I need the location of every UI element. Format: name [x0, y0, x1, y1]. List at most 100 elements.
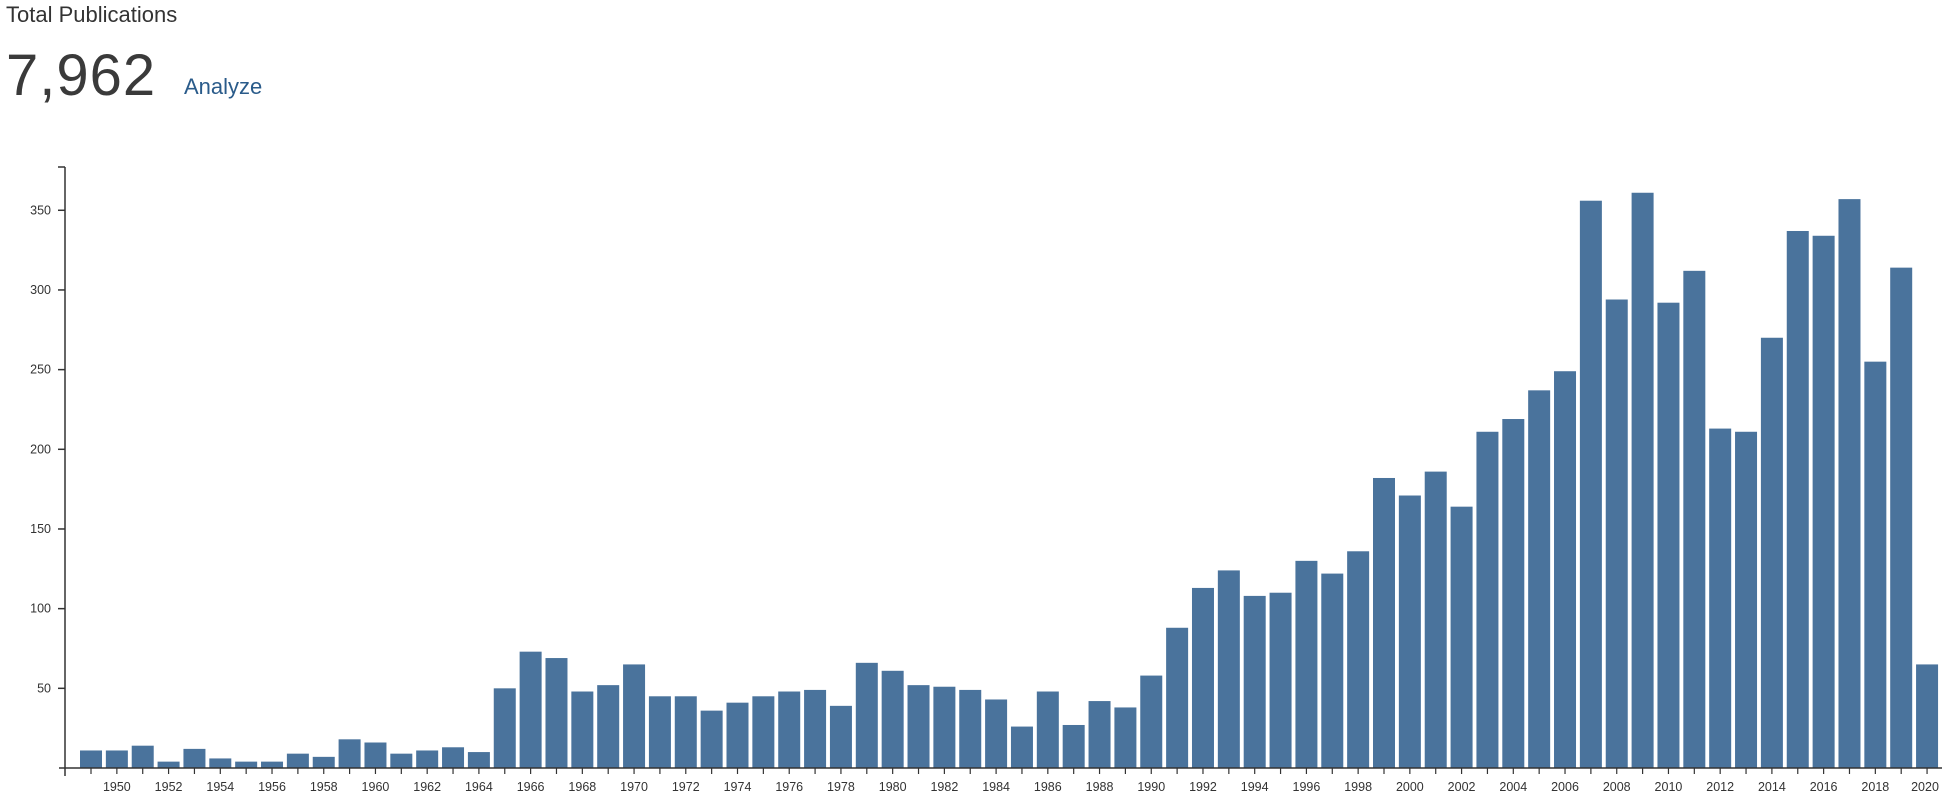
total-count: 7,962: [6, 43, 157, 108]
x-tick-label: 1992: [1189, 780, 1217, 794]
bar-2019[interactable]: 2019: 314: [1890, 267, 1913, 768]
bar-1991[interactable]: 1991: 88: [1166, 627, 1189, 768]
bar-2016[interactable]: 2016: 334: [1812, 235, 1835, 768]
x-tick-label: 1976: [775, 780, 803, 794]
analyze-link[interactable]: Analyze: [184, 74, 263, 99]
bar-1982[interactable]: 1982: 51: [933, 686, 956, 768]
bar-1958[interactable]: 1958: 7: [312, 756, 335, 768]
bar-1986[interactable]: 1986: 48: [1036, 691, 1059, 768]
bar-1952[interactable]: 1952: 4: [157, 761, 180, 768]
bar-1949[interactable]: 1949: 11: [80, 750, 102, 768]
bar-1957[interactable]: 1957: 9: [286, 753, 309, 768]
bar-1993[interactable]: 1993: 124: [1217, 570, 1240, 768]
bar-1955[interactable]: 1955: 4: [235, 761, 258, 768]
bar-2001[interactable]: 2001: 186: [1424, 471, 1447, 768]
bar-1975[interactable]: 1975: 45: [752, 696, 775, 768]
bar-1978[interactable]: 1978: 39: [829, 705, 852, 768]
y-axis: 50 100 150 200 250 300 350: [30, 166, 66, 768]
bar-1984[interactable]: 1984: 43: [985, 699, 1008, 768]
x-tick-label: 1978: [827, 780, 855, 794]
bar-1997[interactable]: 1997: 122: [1321, 573, 1344, 768]
page-title: Total Publications: [6, 2, 178, 27]
bar-2002[interactable]: 2002: 164: [1450, 506, 1473, 768]
bar-2004[interactable]: 2004: 219: [1502, 419, 1525, 768]
x-tick-label: 2000: [1396, 780, 1424, 794]
bar-1999[interactable]: 1999: 182: [1373, 477, 1395, 768]
bar-1954[interactable]: 1954: 6: [209, 758, 232, 768]
bar-2015[interactable]: 2015: 337: [1786, 230, 1809, 769]
bar-1967[interactable]: 1967: 69: [545, 658, 568, 768]
bar-1973[interactable]: 1973: 36: [700, 710, 723, 768]
x-tick-label: 1952: [155, 780, 183, 794]
x-tick-label: 1962: [413, 780, 441, 794]
bar-1953[interactable]: 1953: 12: [183, 748, 206, 768]
bar-2011[interactable]: 2011: 312: [1683, 270, 1706, 768]
bar-2014[interactable]: 2014: 270: [1760, 337, 1783, 768]
x-tick-label: 1958: [310, 780, 338, 794]
bar-2018[interactable]: 2018: 255: [1864, 361, 1887, 768]
x-tick-label: 1966: [517, 780, 545, 794]
bar-1969[interactable]: 1969: 52: [597, 685, 620, 768]
bar-1962[interactable]: 1962: 11: [416, 750, 439, 768]
bar-2012[interactable]: 2012: 213: [1709, 428, 1732, 768]
x-tick-label: 1982: [930, 780, 958, 794]
bar-1987[interactable]: 1987: 27: [1062, 724, 1085, 768]
bar-2010[interactable]: 2010: 292: [1657, 302, 1680, 768]
bar-1960[interactable]: 1960: 16: [364, 742, 387, 769]
bar-1950[interactable]: 1950: 11: [105, 750, 128, 768]
x-tick-label: 1980: [879, 780, 907, 794]
x-tick-label: 1990: [1137, 780, 1165, 794]
x-tick-label: 1964: [465, 780, 493, 794]
bar-1976[interactable]: 1976: 48: [778, 691, 801, 768]
bar-1971[interactable]: 1971: 45: [648, 696, 671, 768]
bar-1964[interactable]: 1964: 10: [467, 752, 490, 768]
bar-1968[interactable]: 1968: 48: [571, 691, 594, 768]
y-tick-label: 300: [30, 283, 51, 297]
x-tick-label: 2012: [1706, 780, 1734, 794]
bar-2013[interactable]: 2013: 211: [1735, 431, 1758, 768]
bar-1951[interactable]: 1951: 14: [131, 745, 154, 768]
x-tick-label: 1960: [362, 780, 390, 794]
bar-2009[interactable]: 2009: 361: [1631, 192, 1654, 768]
x-tick-label: 1996: [1293, 780, 1321, 794]
bar-1995[interactable]: 1995: 110: [1269, 592, 1292, 768]
bar-1959[interactable]: 1959: 18: [338, 739, 361, 768]
bar-2020[interactable]: 2020: 65: [1916, 664, 1939, 768]
bar-1966[interactable]: 1966: 73: [519, 651, 542, 768]
x-tick-label: 2018: [1861, 780, 1889, 794]
bar-1974[interactable]: 1974: 41: [726, 702, 749, 768]
bar-1996[interactable]: 1996: 130: [1295, 560, 1318, 768]
x-tick-label: 2002: [1448, 780, 1476, 794]
bar-2006[interactable]: 2006: 249: [1554, 371, 1577, 768]
x-tick-label: 1950: [103, 780, 131, 794]
bar-1998[interactable]: 1998: 136: [1347, 551, 1370, 768]
bar-1990[interactable]: 1990: 58: [1140, 675, 1163, 768]
x-tick-label: 1994: [1241, 780, 1269, 794]
bar-1977[interactable]: 1977: 49: [804, 689, 827, 768]
bar-1983[interactable]: 1983: 49: [959, 689, 982, 768]
y-tick-label: 250: [30, 363, 51, 377]
bar-2005[interactable]: 2005: 237: [1528, 390, 1551, 768]
bar-1972[interactable]: 1972: 45: [674, 696, 697, 768]
bar-1980[interactable]: 1980: 61: [881, 670, 904, 768]
bar-1965[interactable]: 1965: 50: [493, 688, 516, 768]
bar-1989[interactable]: 1989: 38: [1114, 707, 1137, 768]
bar-1961[interactable]: 1961: 9: [390, 753, 413, 768]
bar-2008[interactable]: 2008: 294: [1605, 299, 1628, 768]
bar-2003[interactable]: 2003: 211: [1476, 431, 1499, 768]
bar-1981[interactable]: 1981: 52: [907, 685, 930, 768]
bar-1992[interactable]: 1992: 113: [1191, 587, 1214, 768]
bar-1988[interactable]: 1988: 42: [1088, 701, 1111, 768]
bar-2017[interactable]: 2017: 357: [1838, 199, 1861, 768]
bar-1963[interactable]: 1963: 13: [442, 747, 465, 768]
x-tick-label: 2004: [1499, 780, 1527, 794]
bar-1979[interactable]: 1979: 66: [855, 662, 878, 768]
bars: 1949: 111950: 111951: 141952: 41953: 121…: [80, 192, 1939, 769]
bar-1956[interactable]: 1956: 4: [261, 761, 284, 768]
bar-1985[interactable]: 1985: 26: [1010, 726, 1033, 768]
bar-1994[interactable]: 1994: 108: [1243, 595, 1266, 768]
bar-1970[interactable]: 1970: 65: [623, 664, 646, 768]
bar-2007[interactable]: 2007: 356: [1579, 200, 1602, 768]
x-tick-label: 1974: [724, 780, 752, 794]
bar-2000[interactable]: 2000: 171: [1398, 495, 1421, 768]
